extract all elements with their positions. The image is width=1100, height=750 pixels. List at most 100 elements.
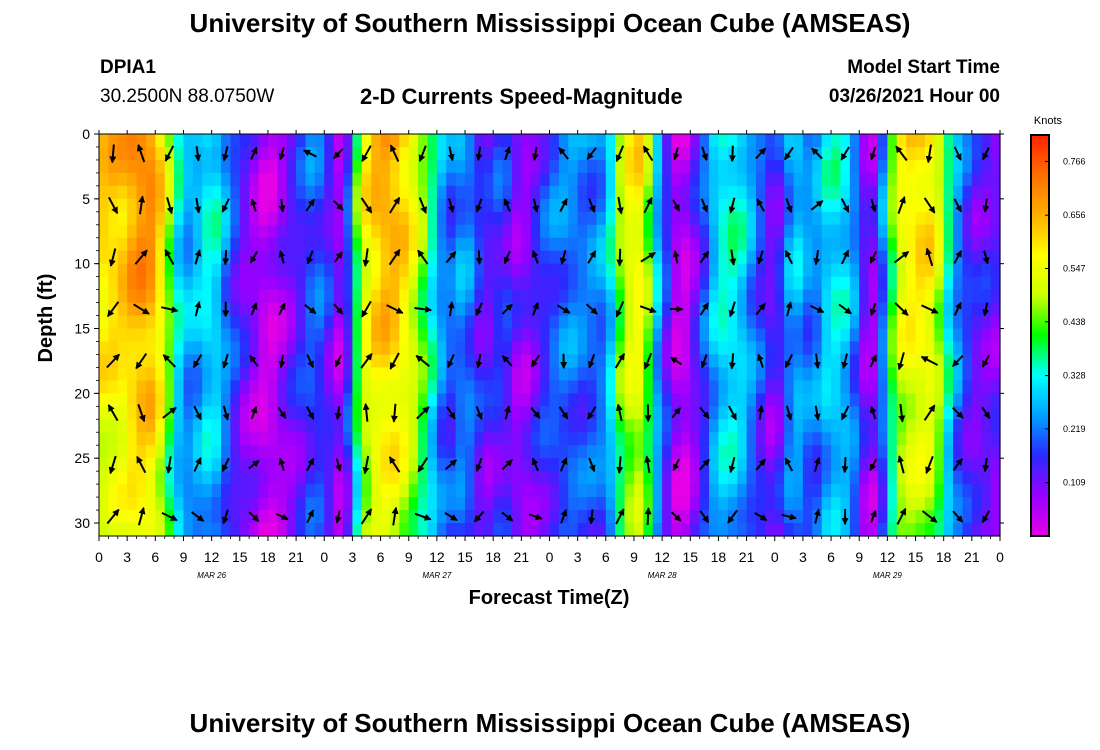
colorbar-tick-label: 0.547 — [1063, 264, 1086, 274]
heatmap-cell — [662, 289, 673, 304]
heatmap-cell — [314, 458, 325, 472]
heatmap-cell — [774, 134, 785, 148]
colorbar-step — [1031, 300, 1049, 304]
heatmap-cell — [155, 380, 166, 394]
heatmap-cell — [145, 289, 156, 304]
heatmap-cell — [690, 458, 701, 472]
heatmap-cell — [662, 393, 673, 407]
heatmap-cell — [962, 419, 973, 433]
heatmap-cell — [596, 185, 607, 200]
heatmap-cell — [709, 419, 720, 433]
heatmap-cell — [709, 354, 720, 369]
heatmap-cell — [174, 315, 185, 330]
heatmap-cell — [887, 211, 898, 226]
heatmap-cell — [906, 172, 917, 187]
heatmap-cell — [408, 354, 419, 369]
heatmap-cell — [568, 185, 579, 200]
heatmap-cell — [427, 419, 438, 433]
heatmap-cell — [624, 289, 635, 304]
heatmap-cell — [587, 432, 598, 446]
heatmap-cell — [934, 250, 945, 265]
heatmap-cell — [859, 380, 870, 394]
x-tick-label: 0 — [320, 549, 328, 565]
heatmap-cell — [709, 185, 720, 200]
heatmap-cell — [108, 445, 119, 459]
heatmap-cell — [971, 510, 982, 524]
heatmap-cell — [971, 263, 982, 278]
heatmap-cell — [99, 302, 109, 317]
x-tick-label: 6 — [602, 549, 610, 565]
heatmap-cell — [361, 367, 372, 381]
heatmap-cell — [530, 497, 541, 511]
heatmap-cell — [371, 146, 382, 161]
heatmap-cell — [230, 393, 241, 407]
heatmap-cell — [624, 471, 635, 485]
heatmap-cell — [812, 263, 823, 278]
heatmap-cell — [587, 367, 598, 381]
heatmap-cell — [145, 185, 156, 200]
heatmap-cell — [990, 354, 1001, 369]
heatmap-cell — [239, 276, 250, 291]
heatmap-cell — [671, 263, 682, 278]
current-vector — [728, 301, 736, 318]
current-vector — [275, 512, 289, 521]
heatmap-cell — [840, 237, 851, 252]
heatmap-cell — [380, 471, 391, 485]
heatmap-cell — [981, 393, 992, 407]
heatmap-cell — [296, 172, 307, 187]
heatmap-cell — [258, 159, 269, 174]
heatmap-cell — [558, 211, 569, 226]
heatmap-cell — [840, 523, 851, 537]
heatmap-cell — [493, 134, 504, 148]
heatmap-cell — [221, 367, 231, 381]
x-tick-label: 21 — [739, 549, 755, 565]
heatmap-cell — [652, 406, 663, 420]
heatmap-cell — [202, 315, 213, 330]
heatmap-cell — [906, 263, 917, 278]
heatmap-cell — [296, 302, 307, 317]
heatmap-cell — [662, 510, 673, 524]
heatmap-cell — [249, 172, 260, 187]
heatmap-cell — [380, 354, 391, 369]
heatmap-cell — [474, 341, 485, 356]
colorbar-step — [1031, 388, 1049, 392]
heatmap-cell — [333, 276, 344, 291]
heatmap-cell — [793, 328, 804, 343]
heatmap-cell — [314, 406, 325, 420]
heatmap-cell — [615, 471, 626, 485]
heatmap-cell — [774, 211, 785, 226]
current-vector — [303, 149, 317, 158]
heatmap-cell — [127, 302, 138, 317]
heatmap-cell — [934, 315, 945, 330]
heatmap-cell — [493, 250, 504, 265]
heatmap-cell — [511, 159, 522, 174]
heatmap-cell — [793, 497, 804, 511]
heatmap-cell — [183, 302, 194, 317]
heatmap-cell — [474, 328, 485, 343]
heatmap-cell — [493, 289, 504, 304]
heatmap-cell — [840, 224, 851, 239]
heatmap-cell — [671, 172, 682, 187]
heatmap-cell — [286, 146, 297, 161]
heatmap-cell — [793, 211, 804, 226]
heatmap-cell — [324, 250, 335, 265]
heatmap-cell — [277, 484, 288, 498]
current-vector — [952, 458, 963, 472]
current-vector — [585, 303, 598, 315]
colorbar-step — [1031, 272, 1049, 276]
heatmap-cell — [690, 224, 701, 239]
heatmap-cell — [934, 471, 945, 485]
heatmap-cell — [183, 393, 194, 407]
heatmap-cell — [380, 406, 391, 420]
heatmap-cell — [755, 341, 766, 356]
current-vector — [531, 249, 539, 264]
heatmap-cell — [887, 432, 898, 446]
heatmap-cell — [793, 341, 804, 356]
heatmap-cell — [896, 315, 907, 330]
heatmap-cell — [324, 328, 335, 343]
heatmap-cell — [333, 419, 344, 433]
heatmap-cell — [483, 250, 494, 265]
colorbar-step — [1031, 182, 1049, 186]
heatmap-cell — [971, 250, 982, 265]
heatmap-cell — [314, 380, 325, 394]
